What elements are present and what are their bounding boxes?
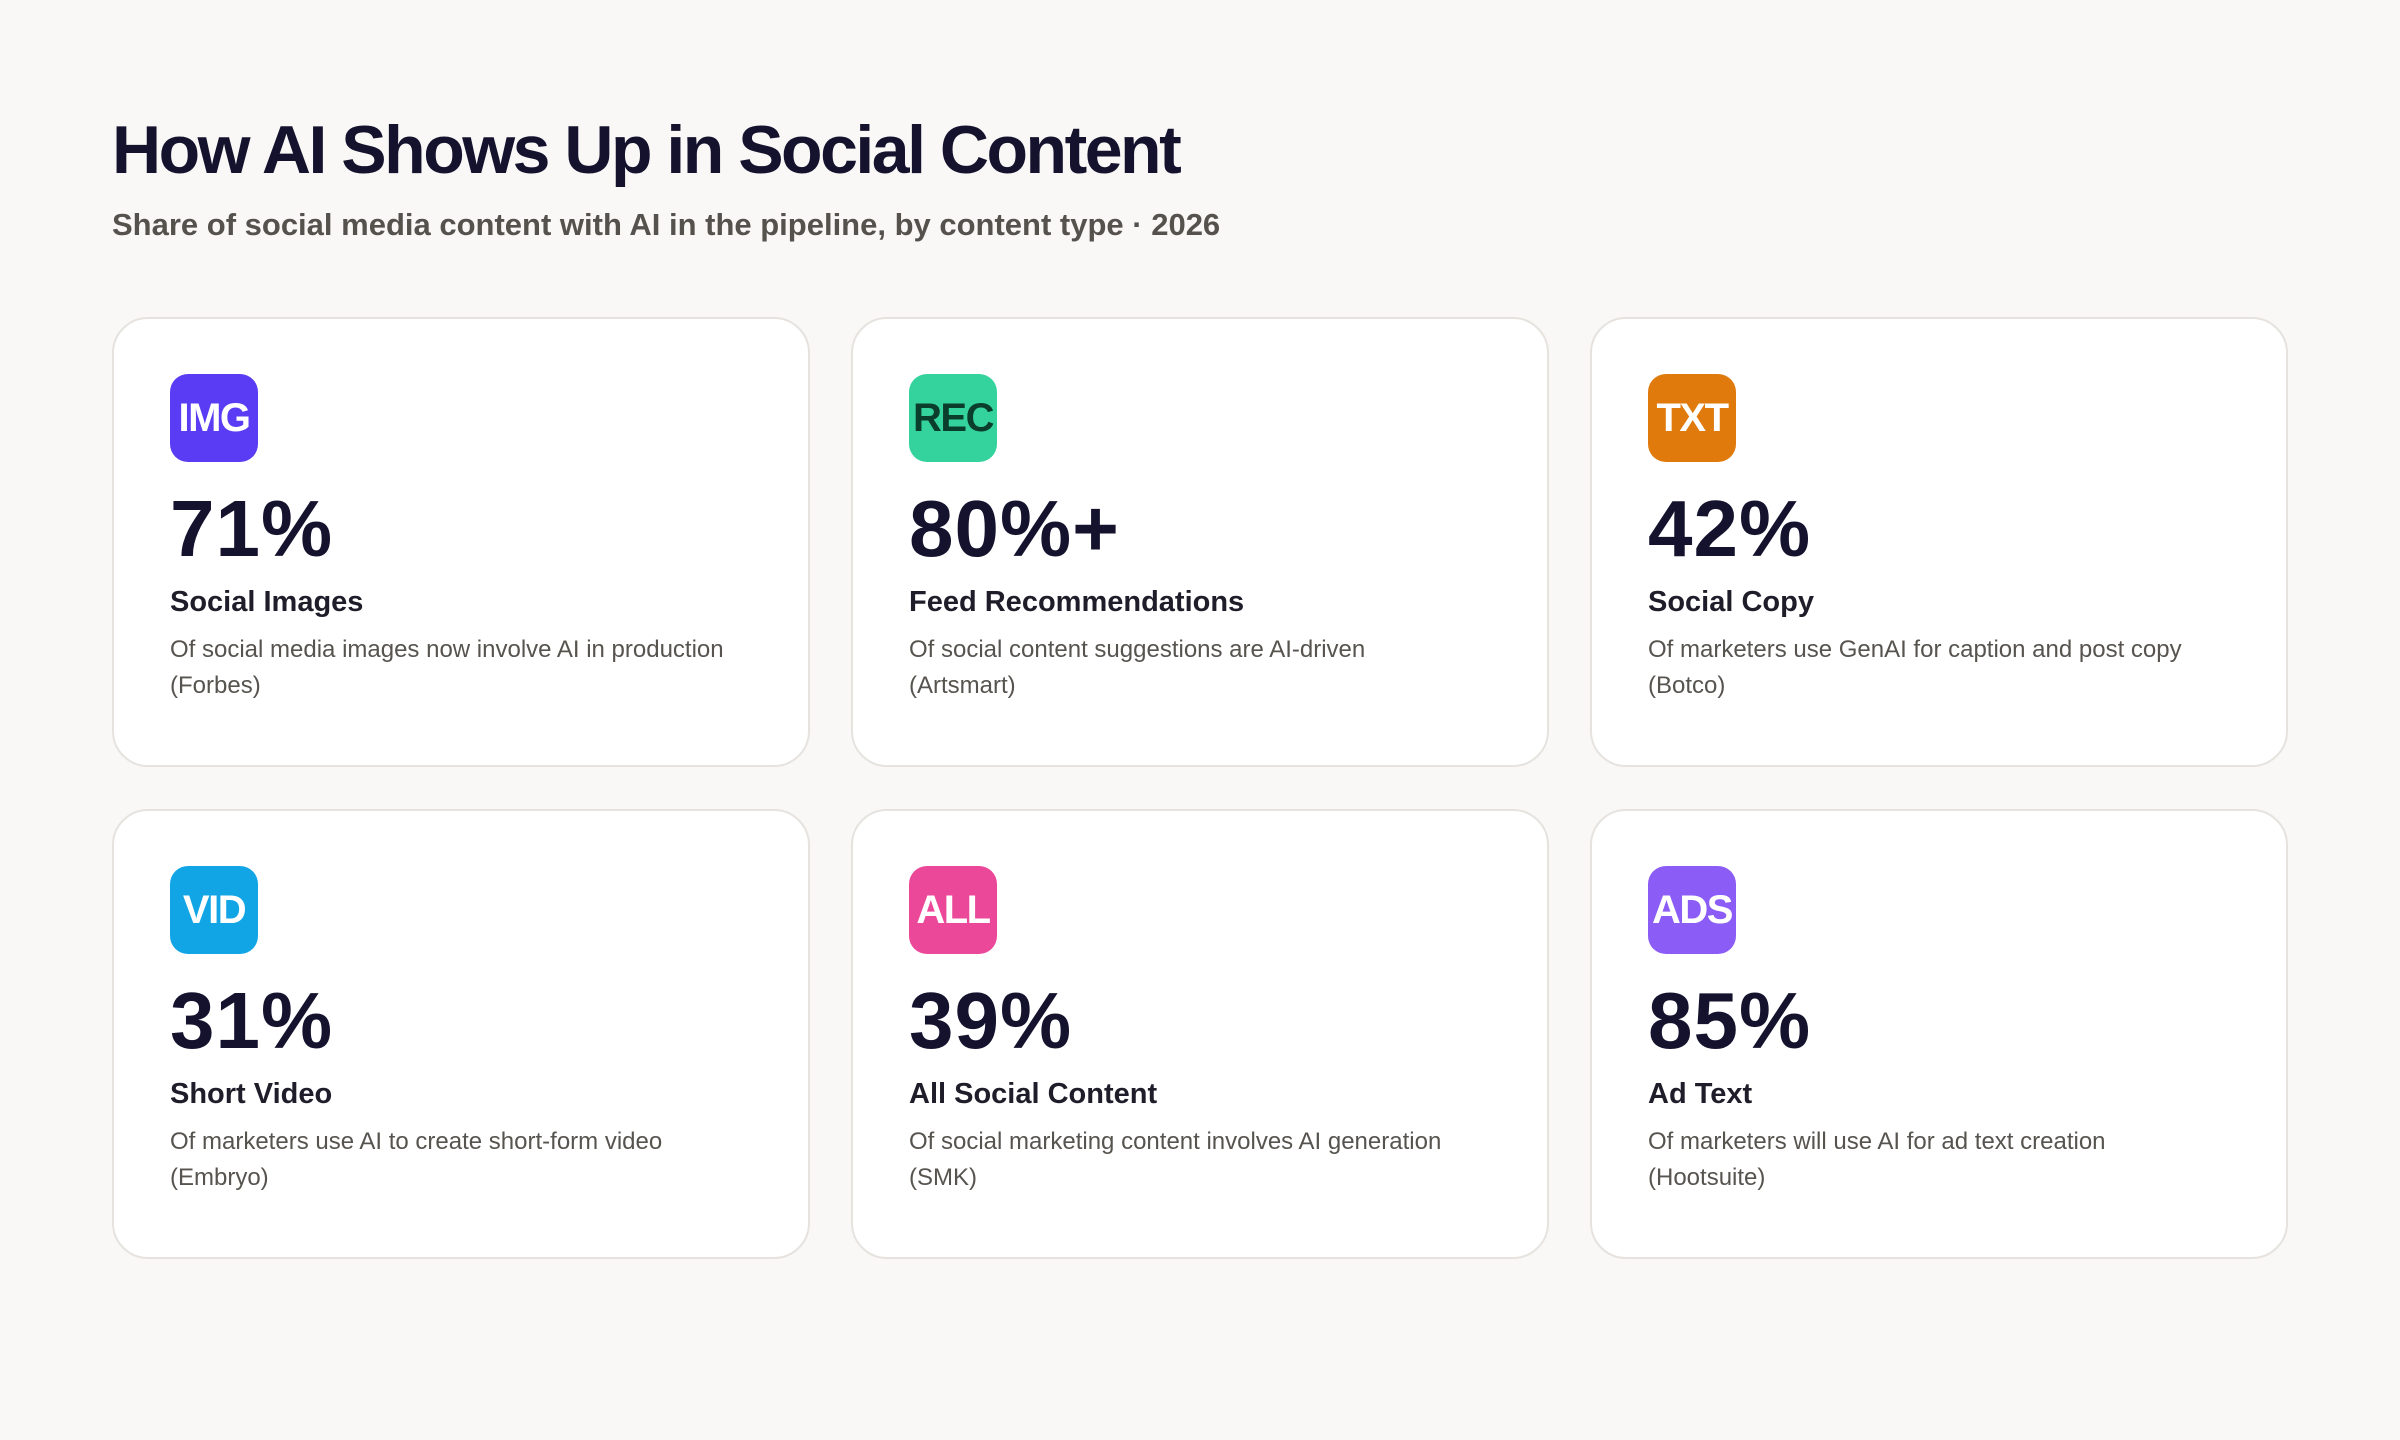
stat-label: Social Copy: [1648, 586, 1814, 618]
stat-description: Of social content suggestions are AI-dri…: [909, 636, 1366, 699]
rec-badge-icon: REC: [909, 374, 997, 462]
page-subtitle: Share of social media content with AI in…: [112, 207, 1221, 242]
page-title: How AI Shows Up in Social Content: [112, 112, 1182, 188]
ads-badge-icon: ADS: [1648, 866, 1736, 954]
stat-card-all-social-content: ALL 39% All Social Content Of social mar…: [851, 809, 1549, 1259]
stat-value: 31%: [170, 976, 334, 1065]
txt-badge-icon: TXT: [1648, 374, 1736, 462]
stat-description: Of marketers use GenAI for caption and p…: [1648, 636, 2182, 699]
img-badge-icon: IMG: [170, 374, 258, 462]
stat-description: Of social marketing content involves AI …: [909, 1128, 1442, 1191]
stat-value: 42%: [1648, 484, 1812, 573]
stat-label: Short Video: [170, 1078, 333, 1110]
stat-label: All Social Content: [909, 1078, 1158, 1110]
stat-description: Of marketers will use AI for ad text cre…: [1648, 1128, 2106, 1191]
stat-card-grid: IMG 71% Social Images Of social media im…: [112, 317, 2288, 1259]
stat-card-social-images: IMG 71% Social Images Of social media im…: [112, 317, 810, 767]
stat-card-feed-recommendations: REC 80%+ Feed Recommendations Of social …: [851, 317, 1549, 767]
stat-card-short-video: VID 31% Short Video Of marketers use AI …: [112, 809, 810, 1259]
stat-card-ad-text: ADS 85% Ad Text Of marketers will use AI…: [1590, 809, 2288, 1259]
stat-value: 39%: [909, 976, 1073, 1065]
stat-value: 71%: [170, 484, 334, 573]
all-badge-icon: ALL: [909, 866, 997, 954]
stat-value: 80%+: [909, 484, 1120, 573]
stat-label: Ad Text: [1648, 1078, 1753, 1110]
stat-label: Feed Recommendations: [909, 586, 1245, 618]
stat-card-social-copy: TXT 42% Social Copy Of marketers use Gen…: [1590, 317, 2288, 767]
stat-value: 85%: [1648, 976, 1812, 1065]
stat-description: Of social media images now involve AI in…: [170, 636, 724, 699]
vid-badge-icon: VID: [170, 866, 258, 954]
stat-description: Of marketers use AI to create short-form…: [170, 1128, 663, 1191]
stat-label: Social Images: [170, 586, 364, 618]
